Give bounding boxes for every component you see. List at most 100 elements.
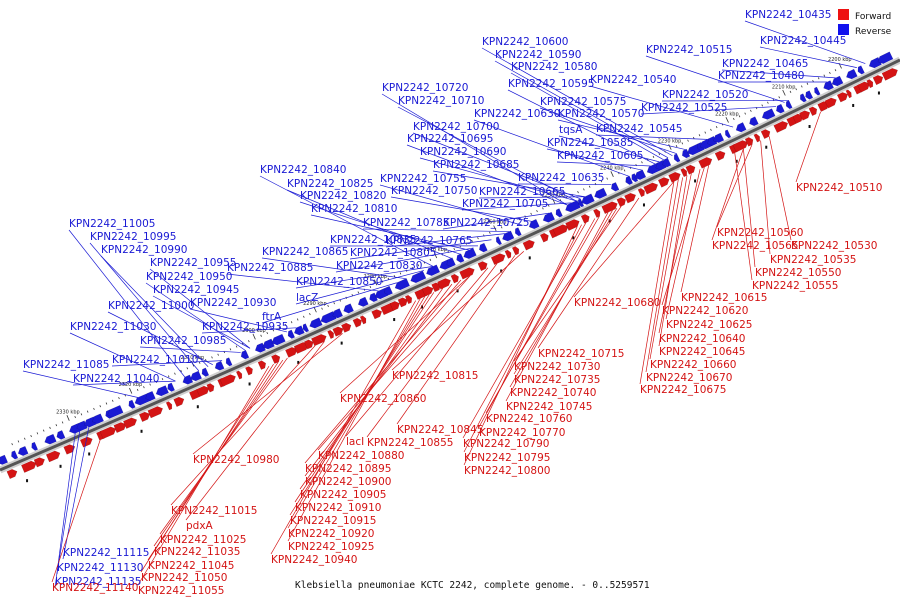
gene-label: KPN2242_10955 bbox=[150, 257, 236, 269]
leader-line bbox=[768, 136, 792, 241]
gene-label: KPN2242_11045 bbox=[148, 560, 234, 572]
tick-mark bbox=[167, 375, 170, 378]
feature-marker bbox=[340, 341, 343, 345]
gene-label: KPN2242_10635 bbox=[518, 172, 604, 184]
tick-label: 2310 kbp bbox=[181, 355, 205, 361]
tick-mark bbox=[744, 112, 746, 115]
leader-line bbox=[649, 177, 683, 360]
tick-mark bbox=[333, 302, 335, 305]
tick-mark bbox=[211, 356, 213, 359]
reverse-gene-arrow bbox=[877, 51, 894, 64]
feature-marker bbox=[735, 159, 738, 163]
leader-line bbox=[744, 20, 866, 64]
tick-mark bbox=[309, 312, 311, 316]
gene-label: KPN2242_10640 bbox=[659, 333, 745, 345]
gene-label: KPN2242_10600 bbox=[482, 36, 568, 48]
forward-gene-arrow bbox=[165, 401, 173, 411]
leader-line bbox=[261, 257, 406, 280]
reverse-gene-arrow bbox=[673, 153, 681, 163]
gene-label: KPN2242_10665 bbox=[479, 186, 565, 198]
reverse-gene-arrow bbox=[17, 445, 29, 456]
tick-mark bbox=[30, 434, 32, 438]
reverse-gene-arrow bbox=[11, 450, 19, 460]
reverse-gene-arrow bbox=[182, 374, 194, 385]
gene-label: KPN2242_10690 bbox=[420, 146, 506, 158]
forward-gene-arrow bbox=[857, 81, 870, 93]
gene-label: KPN2242_10930 bbox=[190, 297, 276, 309]
gene-label: KPN2242_10585 bbox=[547, 137, 633, 149]
reverse-gene-arrow bbox=[309, 317, 323, 329]
forward-gene-arrow bbox=[285, 347, 298, 358]
forward-gene-arrow bbox=[113, 422, 127, 434]
reverse-gene-arrow bbox=[724, 129, 732, 139]
reverse-gene-arrow bbox=[749, 116, 759, 127]
gene-label: KPN2242_10985 bbox=[140, 335, 226, 347]
forward-gene-arrow bbox=[799, 110, 811, 121]
reverse-gene-arrow bbox=[446, 257, 456, 268]
reverse-gene-arrow bbox=[805, 90, 814, 100]
gene-label: KPN2242_11130 bbox=[57, 562, 143, 574]
gene-label: KPN2242_10785 bbox=[363, 217, 449, 229]
reverse-gene-arrow bbox=[76, 420, 88, 431]
leader-line bbox=[349, 239, 492, 260]
tick-mark bbox=[66, 415, 70, 421]
leader-line bbox=[462, 222, 587, 439]
tick-mark bbox=[321, 307, 323, 310]
forward-gene-arrow bbox=[389, 300, 400, 311]
feature-marker bbox=[765, 145, 768, 149]
forward-gene-arrow bbox=[173, 396, 185, 407]
gene-label: KPN2242_10950 bbox=[146, 271, 232, 283]
gene-label: KPN2242_11005 bbox=[69, 218, 155, 230]
gene-label: KPN2242_11140 bbox=[52, 582, 138, 594]
tick-mark bbox=[750, 109, 752, 112]
leader-line bbox=[22, 370, 138, 398]
forward-genes bbox=[6, 68, 898, 483]
tick-mark bbox=[506, 223, 509, 226]
reverse-gene-arrow bbox=[287, 329, 296, 339]
leader-line bbox=[304, 283, 453, 477]
reverse-gene-arrow bbox=[155, 385, 169, 397]
forward-gene-arrow bbox=[522, 239, 535, 251]
tick-mark bbox=[198, 361, 201, 364]
tick-label: 2220 kbp bbox=[715, 111, 739, 117]
forward-gene-arrow bbox=[79, 436, 93, 448]
scale-ticks: 2200 kbp 2210 kbp 2220 kbp 2230 kbp 2240 kbp… bbox=[11, 57, 852, 446]
gene-label: KPN2242_10765 bbox=[386, 235, 472, 247]
leader-line bbox=[140, 363, 274, 573]
leader-line bbox=[139, 346, 241, 353]
gene-label: KPN2242_10545 bbox=[596, 123, 682, 135]
leader-line bbox=[478, 196, 585, 199]
reverse-gene-arrow bbox=[394, 278, 410, 291]
reverse-gene-arrow bbox=[611, 182, 620, 192]
leader-line bbox=[680, 165, 710, 293]
tick-mark bbox=[600, 180, 603, 183]
feature-marker bbox=[572, 236, 575, 240]
forward-gene-arrow bbox=[657, 177, 670, 188]
tick-mark bbox=[429, 258, 432, 261]
forward-gene-arrow bbox=[477, 261, 488, 272]
leader-line bbox=[390, 196, 532, 222]
leader-line bbox=[721, 69, 836, 79]
tick-mark bbox=[217, 353, 219, 356]
forward-gene-arrow bbox=[845, 89, 852, 99]
forward-gene-arrow bbox=[206, 383, 215, 393]
tick-mark bbox=[284, 323, 287, 326]
gene-label: ftrA bbox=[262, 311, 282, 323]
tick-mark bbox=[303, 315, 305, 318]
feature-marker bbox=[608, 219, 611, 223]
tick-mark bbox=[675, 144, 678, 148]
tick-label: 2200 kbp bbox=[828, 57, 852, 63]
label-leader-lines bbox=[22, 20, 866, 589]
tick-label: 2210 kbp bbox=[772, 84, 796, 90]
reverse-gene-arrow bbox=[302, 323, 310, 333]
tick-mark bbox=[149, 383, 151, 386]
tick-mark bbox=[606, 177, 608, 180]
gene-label: KPN2242_11010 bbox=[112, 354, 198, 366]
gene-label: KPN2242_11035 bbox=[154, 546, 240, 558]
tick-label: 2290 kbp bbox=[303, 301, 327, 307]
leader-line bbox=[295, 270, 425, 305]
tick-mark bbox=[698, 134, 701, 137]
forward-gene-arrow bbox=[685, 164, 696, 175]
forward-gene-arrow bbox=[459, 267, 475, 280]
tick-mark bbox=[327, 304, 329, 308]
